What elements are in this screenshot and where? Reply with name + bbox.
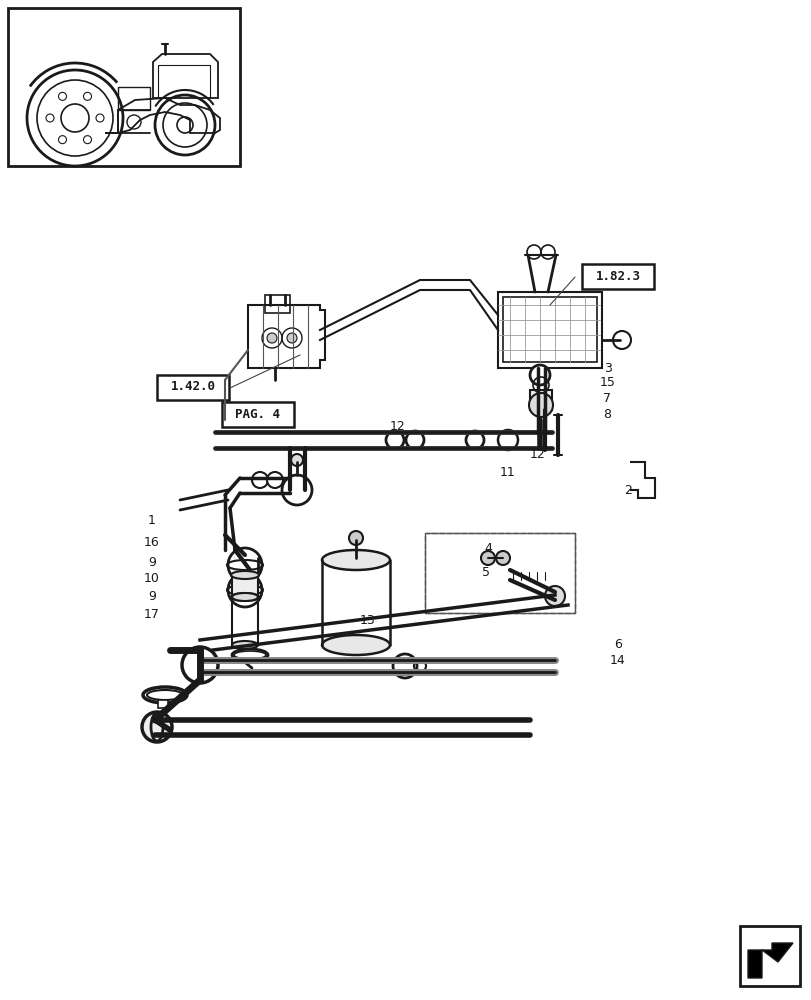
- Ellipse shape: [232, 593, 258, 601]
- Text: 1.42.0: 1.42.0: [170, 380, 215, 393]
- Bar: [247, 664, 255, 670]
- Text: 5: 5: [482, 566, 489, 578]
- Circle shape: [142, 712, 172, 742]
- Bar: [215, 432, 551, 448]
- Text: 12: 12: [530, 448, 545, 462]
- Ellipse shape: [232, 649, 268, 661]
- Circle shape: [530, 365, 549, 385]
- Text: 13: 13: [360, 613, 375, 626]
- Text: 4: 4: [483, 542, 491, 554]
- Circle shape: [182, 647, 217, 683]
- Bar: [424, 533, 574, 613]
- Circle shape: [406, 431, 423, 449]
- Circle shape: [385, 431, 404, 449]
- Text: 17: 17: [144, 608, 160, 621]
- Text: 15: 15: [599, 376, 616, 389]
- Circle shape: [267, 472, 283, 488]
- Polygon shape: [747, 943, 792, 978]
- FancyBboxPatch shape: [581, 264, 653, 289]
- Bar: [424, 533, 574, 613]
- Circle shape: [267, 333, 277, 343]
- Ellipse shape: [230, 593, 259, 601]
- Text: 1.82.3: 1.82.3: [594, 269, 640, 282]
- FancyBboxPatch shape: [157, 375, 229, 400]
- Text: 2: 2: [624, 484, 631, 496]
- Circle shape: [286, 333, 297, 343]
- Bar: [502, 297, 596, 362]
- Bar: [200, 660, 554, 672]
- Ellipse shape: [230, 571, 259, 579]
- Circle shape: [496, 551, 509, 565]
- Text: 1: 1: [148, 514, 156, 526]
- Circle shape: [393, 654, 417, 678]
- Circle shape: [497, 430, 517, 450]
- Bar: [158, 700, 168, 708]
- Circle shape: [349, 531, 363, 545]
- Text: 9: 9: [148, 590, 156, 603]
- Text: 12: 12: [389, 420, 406, 434]
- Ellipse shape: [232, 641, 258, 649]
- Circle shape: [228, 573, 262, 607]
- Text: 9: 9: [148, 556, 156, 568]
- Text: 11: 11: [500, 466, 515, 479]
- Bar: [530, 390, 551, 410]
- Circle shape: [528, 393, 552, 417]
- Ellipse shape: [322, 550, 389, 570]
- Bar: [8, 8, 240, 166]
- FancyBboxPatch shape: [221, 402, 294, 427]
- Bar: [118, 87, 150, 110]
- Circle shape: [251, 472, 268, 488]
- Bar: [232, 575, 258, 597]
- Circle shape: [466, 431, 483, 449]
- Text: 16: 16: [144, 536, 160, 548]
- Text: 7: 7: [603, 391, 610, 404]
- Bar: [739, 926, 799, 986]
- Text: PAG. 4: PAG. 4: [235, 408, 280, 420]
- Text: 6: 6: [613, 638, 621, 652]
- Circle shape: [281, 475, 311, 505]
- Circle shape: [228, 548, 262, 582]
- Text: 8: 8: [603, 408, 610, 422]
- Circle shape: [290, 454, 303, 466]
- Text: 3: 3: [603, 361, 611, 374]
- Text: 14: 14: [609, 654, 625, 666]
- Bar: [264, 295, 290, 313]
- Circle shape: [480, 551, 495, 565]
- Ellipse shape: [143, 687, 187, 703]
- Text: 10: 10: [144, 572, 160, 584]
- Circle shape: [544, 586, 564, 606]
- Ellipse shape: [322, 635, 389, 655]
